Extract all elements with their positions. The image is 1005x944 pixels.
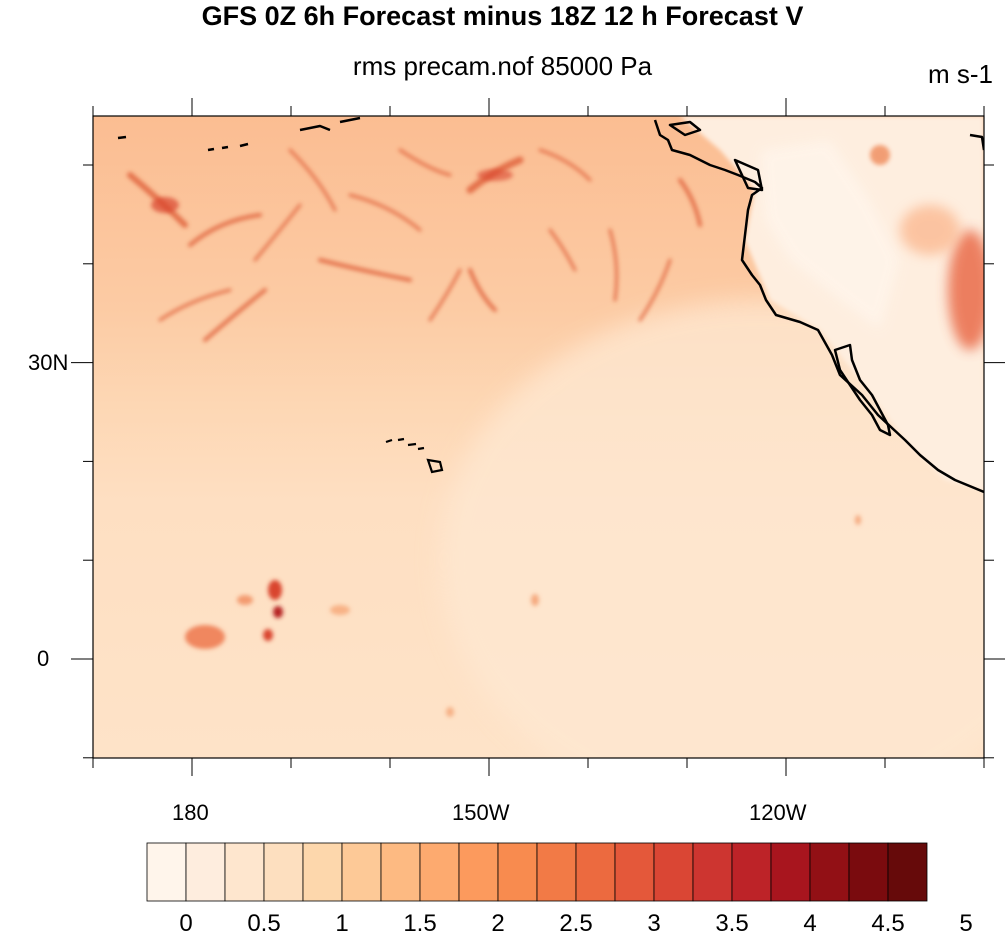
- colorbar-swatch: [224, 842, 265, 902]
- colorbar-label: 5: [959, 910, 973, 937]
- colorbar-swatch: [692, 842, 733, 902]
- colorbar-swatch: [146, 842, 187, 902]
- colorbar-label: 1.5: [403, 910, 437, 937]
- colorbar-swatch: [614, 842, 655, 902]
- colorbar-swatch: [809, 842, 850, 902]
- plot-frame: [92, 115, 985, 759]
- colorbar-swatch: [731, 842, 772, 902]
- west-coast-north-america: [653, 119, 984, 494]
- baja-california: [833, 343, 892, 437]
- colorbar-swatch: [497, 842, 538, 902]
- colorbar-swatch: [263, 842, 304, 902]
- colorbar-label: 2.5: [559, 910, 593, 937]
- colorbar-swatch: [848, 842, 889, 902]
- colorbar-swatch: [341, 842, 382, 902]
- colorbar-swatch: [419, 842, 460, 902]
- x-tick-label-120W: 120W: [749, 800, 807, 825]
- rms-field: [93, 116, 984, 758]
- colorbar-swatch: [458, 842, 499, 902]
- colorbar-label: 4.5: [871, 910, 905, 937]
- colorbar-swatch: [887, 842, 928, 902]
- colorbar-label: 3: [647, 910, 661, 937]
- colorbar-label: 4: [803, 910, 817, 937]
- colorbar-swatch: [302, 842, 343, 902]
- hawaiian-islands: [385, 437, 444, 474]
- x-tick-label-150W: 150W: [452, 800, 510, 825]
- colorbar-label: 0.5: [247, 910, 281, 937]
- y-tick-label-30N: 30N: [28, 350, 69, 375]
- colorbar-swatch: [575, 842, 616, 902]
- colorbar-swatch: [536, 842, 577, 902]
- colorbar-label: 0: [179, 910, 193, 937]
- colorbar: [146, 842, 928, 902]
- x-tick-label-180: 180: [172, 800, 209, 825]
- colorbar-label: 1: [335, 910, 349, 937]
- plot-subtitle: rms precam.nof 85000 Pa: [352, 51, 653, 81]
- colorbar-swatch: [770, 842, 811, 902]
- colorbar-swatch: [653, 842, 694, 902]
- colorbar-label: 2: [491, 910, 505, 937]
- units-label: m s-1: [928, 59, 993, 89]
- plot-title: GFS 0Z 6h Forecast minus 18Z 12 h Foreca…: [201, 1, 804, 31]
- axis-ticks: [71, 98, 1005, 776]
- colorbar-label: 3.5: [715, 910, 749, 937]
- y-tick-label-0: 0: [37, 646, 50, 671]
- colorbar-swatch: [380, 842, 421, 902]
- colorbar-swatch: [185, 842, 226, 902]
